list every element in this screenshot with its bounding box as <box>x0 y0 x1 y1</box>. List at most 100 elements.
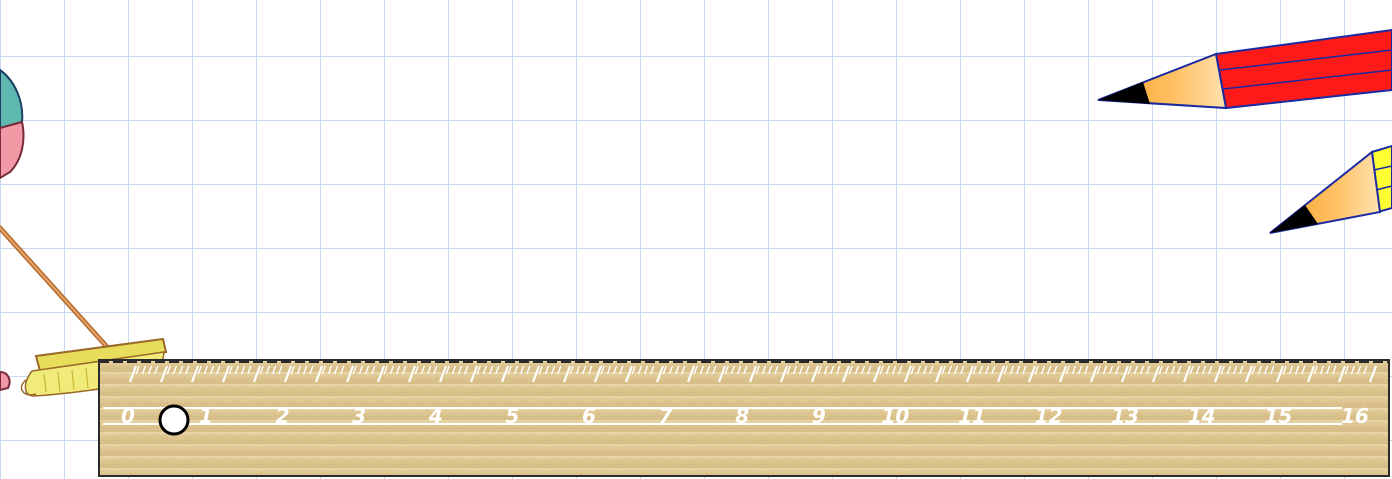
ruler-minor-tick <box>302 365 308 375</box>
red-pencil-icon <box>1097 28 1392 110</box>
ruler-major-tick <box>190 365 200 383</box>
ruler-minor-tick <box>829 365 835 375</box>
ruler-major-tick <box>1182 365 1192 383</box>
ruler-major-tick <box>345 365 355 383</box>
ruler-minor-tick <box>321 365 326 375</box>
ruler-minor-tick <box>774 365 779 375</box>
ruler-minor-tick <box>978 365 984 375</box>
ruler-major-tick <box>1120 365 1130 383</box>
ruler-label: 15 <box>1264 404 1292 428</box>
ruler-major-tick <box>593 365 603 383</box>
ruler-major-tick <box>903 365 913 383</box>
ruler-minor-tick <box>947 365 953 375</box>
ruler-label: 1 <box>199 404 213 428</box>
ruler-minor-tick <box>1133 365 1139 375</box>
ruler-minor-tick <box>1195 365 1201 375</box>
ruler-minor-tick <box>1158 365 1163 375</box>
ruler-minor-tick <box>743 365 748 375</box>
ruler-minor-tick <box>1053 365 1058 375</box>
ruler-minor-tick <box>606 365 612 375</box>
ruler-minor-tick <box>1115 365 1120 375</box>
ruler-minor-tick <box>1139 365 1145 375</box>
ruler-major-tick <box>1089 365 1099 383</box>
ruler-major-tick <box>469 365 479 383</box>
ruler-minor-tick <box>885 365 891 375</box>
ruler-minor-tick <box>185 365 190 375</box>
ruler-minor-tick <box>476 365 481 375</box>
ruler-minor-tick <box>761 365 767 375</box>
ruler-minor-tick <box>228 365 233 375</box>
ruler-major-tick <box>1244 365 1254 383</box>
ruler-minor-tick <box>1301 365 1306 375</box>
ruler-ticks <box>128 365 1378 383</box>
ruler-minor-tick <box>612 365 618 375</box>
ruler-major-tick <box>407 365 417 383</box>
ruler-major-tick <box>717 365 727 383</box>
ruler-minor-tick <box>240 365 246 375</box>
ruler-minor-tick <box>1319 365 1325 375</box>
ruler-minor-tick <box>879 365 884 375</box>
ruler-minor-tick <box>426 365 432 375</box>
ruler-minor-tick <box>681 365 686 375</box>
ruler-label: 11 <box>958 404 986 428</box>
ruler-major-tick <box>655 365 665 383</box>
ruler-major-tick <box>1337 365 1347 383</box>
ruler-minor-tick <box>1046 365 1052 375</box>
ruler-major-tick <box>1368 365 1378 383</box>
ruler-label: 8 <box>735 404 749 428</box>
ruler-minor-tick <box>1208 365 1213 375</box>
ruler-minor-tick <box>141 365 147 375</box>
ruler-minor-tick <box>1239 365 1244 375</box>
ruler-minor-tick <box>1270 365 1275 375</box>
ruler-minor-tick <box>860 365 866 375</box>
ruler-major-tick <box>686 365 696 383</box>
ruler-major-tick <box>1027 365 1037 383</box>
ruler-label: 9 <box>812 404 826 428</box>
ruler-minor-tick <box>259 365 264 375</box>
ruler-minor-tick <box>265 365 271 375</box>
ruler-major-tick <box>438 365 448 383</box>
ruler-minor-tick <box>271 365 277 375</box>
ruler-major-tick <box>221 365 231 383</box>
ruler-minor-tick <box>1003 365 1008 375</box>
ruler-label: 12 <box>1035 404 1063 428</box>
ruler-minor-tick <box>1257 365 1263 375</box>
ruler-minor-tick <box>550 365 556 375</box>
ruler-minor-tick <box>290 365 295 375</box>
ruler-major-tick <box>1213 365 1223 383</box>
ruler-major-tick <box>314 365 324 383</box>
ruler-minor-tick <box>898 365 903 375</box>
ruler-minor-tick <box>557 365 562 375</box>
ruler-minor-tick <box>135 365 140 375</box>
ruler-minor-tick <box>1294 365 1300 375</box>
ruler-minor-tick <box>247 365 252 375</box>
ruler-major-tick <box>934 365 944 383</box>
ruler-minor-tick <box>451 365 457 375</box>
ruler-minor-tick <box>414 365 419 375</box>
ruler-minor-tick <box>327 365 333 375</box>
ruler-minor-tick <box>358 365 364 375</box>
ruler-major-tick <box>1275 365 1285 383</box>
ruler-minor-tick <box>1127 365 1132 375</box>
ruler-minor-tick <box>395 365 401 375</box>
ruler-minor-tick <box>960 365 965 375</box>
ruler-major-tick <box>562 365 572 383</box>
ruler-minor-tick <box>631 365 636 375</box>
ruler-minor-tick <box>166 365 171 375</box>
ruler: 0 1 2 3 4 5 6 7 8 9 10 11 12 13 14 15 16 <box>98 359 1390 477</box>
ruler-minor-tick <box>662 365 667 375</box>
ruler-minor-tick <box>891 365 897 375</box>
ruler-minor-tick <box>767 365 773 375</box>
ruler-major-tick <box>376 365 386 383</box>
ruler-minor-tick <box>1356 365 1362 375</box>
ruler-minor-tick <box>1251 365 1256 375</box>
yellow-pencil-icon <box>1269 144 1392 234</box>
ruler-minor-tick <box>513 365 519 375</box>
ruler-minor-tick <box>371 365 376 375</box>
circle-marker-icon[interactable] <box>158 404 190 436</box>
ruler-major-tick <box>779 365 789 383</box>
ruler-minor-tick <box>1164 365 1170 375</box>
ruler-minor-tick <box>1282 365 1287 375</box>
ruler-minor-tick <box>941 365 946 375</box>
